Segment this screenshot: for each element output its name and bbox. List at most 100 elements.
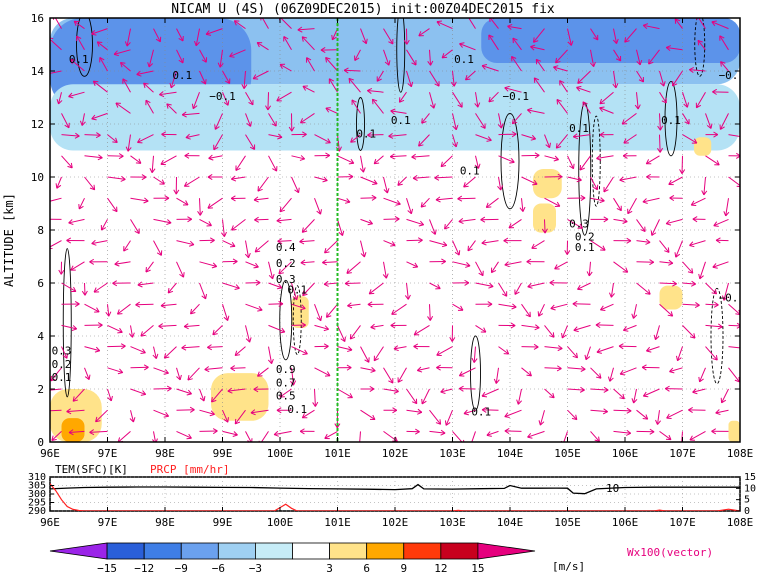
prcp-y-tick-label: 10 [744, 483, 756, 494]
wind-vector [119, 61, 131, 72]
wind-vector [503, 237, 522, 244]
wind-vector [556, 98, 568, 114]
wind-vector [50, 70, 62, 77]
wind-vector [61, 132, 80, 139]
wind-vector [89, 429, 108, 436]
bottom-panel: TEM(SFC)[K] PRCP [mm/hr] 10 96E 97E 98E 99E… [28, 463, 756, 529]
wind-vector [72, 388, 85, 402]
wind-vector [458, 218, 476, 224]
wind-vector [508, 218, 522, 229]
wind-vector [233, 20, 246, 30]
wind-vector [498, 131, 517, 138]
colorbar-arrow-right [477, 542, 536, 560]
wind-vector [720, 61, 729, 72]
wind-vector [68, 218, 85, 225]
wind-vector [621, 112, 637, 125]
wind-vector [623, 134, 637, 144]
main-y-axis: 0 2 4 6 8 10 12 14 16 [31, 12, 740, 449]
wind-vector [360, 409, 376, 421]
wind-vector [682, 92, 690, 108]
wind-vector [350, 134, 361, 143]
wind-vector [199, 218, 212, 227]
wind-vector [527, 107, 545, 114]
wind-vector [276, 91, 292, 102]
wind-vector [441, 49, 453, 59]
wind-vector [669, 367, 683, 374]
wind-vector [337, 388, 353, 399]
wind-vector [273, 430, 292, 437]
wind-vector [659, 70, 666, 87]
wind-vector [623, 324, 637, 332]
wind-vector [367, 301, 384, 308]
wind-vector [475, 261, 484, 277]
wind-vector [480, 216, 499, 223]
wind-vector [608, 282, 615, 298]
wind-vector [531, 240, 545, 249]
contour-line [76, 18, 93, 77]
wind-vector [207, 174, 223, 181]
contour-lines [62, 18, 724, 411]
wind-vector [50, 197, 62, 205]
contour-label: −0. [719, 292, 739, 305]
wind-vector [112, 280, 131, 287]
wind-vector [429, 429, 446, 436]
wind-vector [465, 70, 476, 81]
wind-vector [488, 91, 499, 103]
wind-vector [276, 407, 292, 414]
x-tick-label: 104E [497, 447, 524, 460]
wind-vector [590, 386, 609, 393]
contour-label: 0.1 [69, 53, 89, 66]
wind-vector [81, 282, 88, 296]
wind-vector [197, 198, 204, 216]
wind-vector [646, 173, 660, 180]
wind-vector [474, 155, 481, 169]
shading-region [291, 296, 309, 329]
wind-vector [413, 343, 430, 350]
wind-vector [291, 346, 308, 355]
wind-vector [373, 346, 384, 362]
wind-vector [584, 346, 591, 361]
wind-vector [125, 134, 132, 152]
wind-vector [631, 304, 638, 319]
wind-vector [79, 113, 86, 126]
wind-vector [465, 18, 476, 29]
wind-vector [555, 49, 568, 64]
shading-region [481, 18, 740, 64]
wind-vector [300, 259, 315, 266]
wind-vector [66, 408, 85, 415]
wind-vector [486, 430, 499, 437]
wind-vector [674, 240, 683, 258]
wind-vector [512, 37, 522, 51]
wind-vector [96, 41, 108, 51]
wind-vector [217, 49, 224, 68]
wind-vector [256, 42, 269, 51]
wind-vector [679, 155, 686, 175]
wind-vector [682, 113, 690, 125]
wind-vector [544, 365, 562, 372]
wind-vector [463, 176, 476, 188]
x-tick-label: 105E [554, 447, 581, 460]
wind-vector [590, 28, 599, 41]
wind-vector [199, 237, 215, 244]
wind-vector [253, 196, 269, 203]
wind-vector [599, 91, 614, 105]
vector-label: Wx100(vector) [627, 546, 713, 559]
wind-vector [535, 58, 545, 72]
wind-vector [159, 91, 177, 98]
wind-vector [613, 197, 622, 212]
wind-vector [696, 18, 706, 29]
wind-vector [176, 261, 185, 278]
wind-vector [416, 366, 430, 373]
wind-vector [278, 261, 292, 275]
wind-vector [577, 282, 591, 291]
wind-vector [711, 428, 729, 435]
wind-vector [114, 260, 131, 267]
wind-vector [544, 173, 563, 180]
wind-vector [302, 282, 315, 297]
wind-vector [613, 49, 622, 62]
contour-label: 0.2 [52, 358, 72, 371]
wind-vector [325, 57, 338, 72]
wind-vector [391, 303, 407, 315]
wind-vector [567, 218, 583, 229]
